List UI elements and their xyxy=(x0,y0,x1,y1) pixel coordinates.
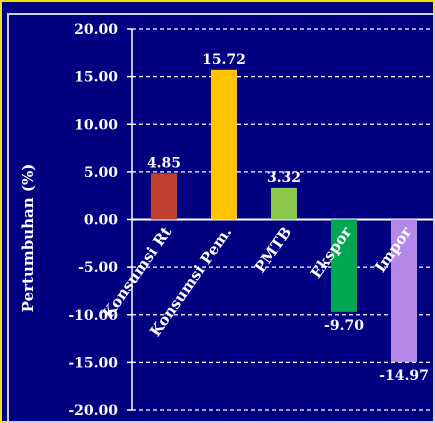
y-tick-label: 5.00 xyxy=(84,165,118,181)
y-tick-label: 20.00 xyxy=(74,22,118,38)
plot-area-border xyxy=(7,13,435,423)
y-tick-label: 10.00 xyxy=(74,117,118,133)
y-axis-title: Pertumbuhan (%) xyxy=(19,164,37,313)
y-tick-label: 0.00 xyxy=(84,213,118,229)
bar xyxy=(151,173,177,220)
y-tick-label: -10.00 xyxy=(68,308,118,324)
y-tick-label: -5.00 xyxy=(78,260,118,276)
value-label: -9.70 xyxy=(324,318,364,334)
value-labels: 4.85 15.72 3.32 -9.70 -14.97 xyxy=(147,52,429,384)
value-label: -14.97 xyxy=(379,368,429,384)
y-axis-tick-labels: 20.00 15.00 10.00 5.00 0.00 -5.00 -10.00 -15.00… xyxy=(68,22,118,419)
bar xyxy=(271,187,297,220)
value-label: 15.72 xyxy=(202,52,246,68)
bars xyxy=(151,69,417,363)
bar xyxy=(331,219,357,312)
y-tick-label: 15.00 xyxy=(74,70,118,86)
value-label: 3.32 xyxy=(267,170,301,186)
y-tick-label: -15.00 xyxy=(68,355,118,371)
gridlines xyxy=(127,28,433,411)
bar xyxy=(391,219,417,363)
value-label: 4.85 xyxy=(147,155,181,171)
y-tick-label: -20.00 xyxy=(68,403,118,419)
bar xyxy=(211,69,237,220)
